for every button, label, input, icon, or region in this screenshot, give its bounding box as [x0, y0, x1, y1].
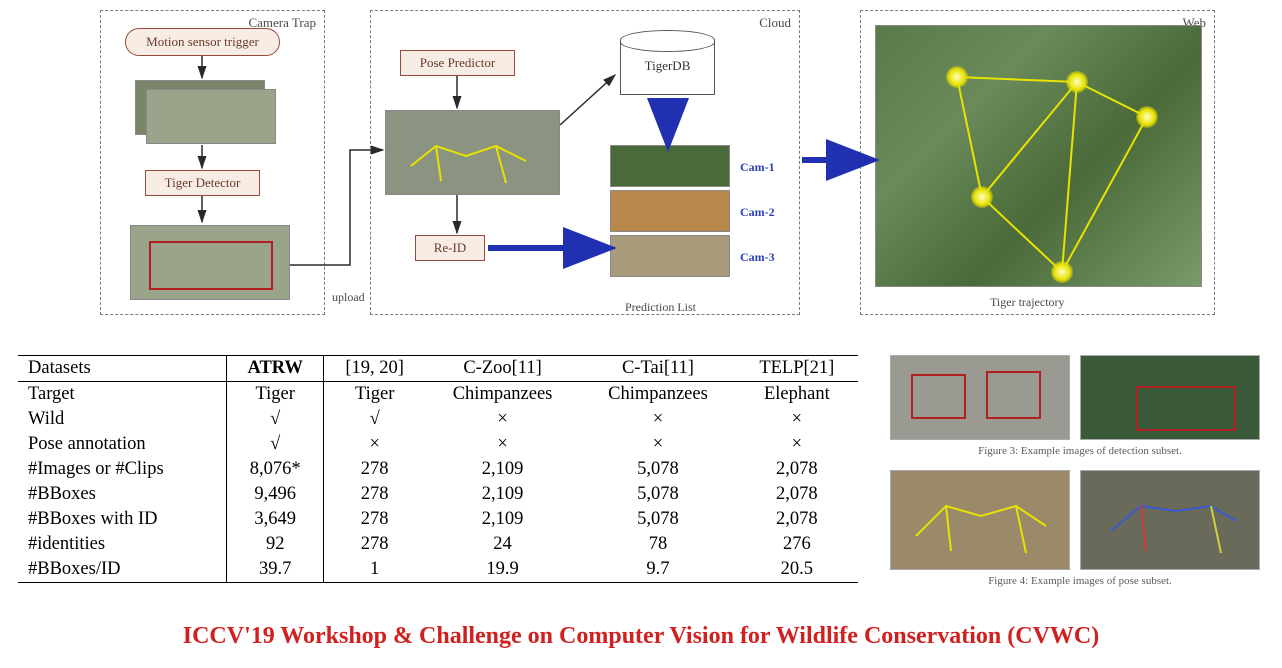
- table-cell: 19.9: [425, 557, 580, 583]
- table-cell: 78: [580, 532, 735, 557]
- table-header: ATRW: [227, 356, 324, 382]
- table-rowheader: #Images or #Clips: [18, 457, 227, 482]
- table-cell: 278: [324, 457, 425, 482]
- table-header: [19, 20]: [324, 356, 425, 382]
- caption-detection: Figure 3: Example images of detection su…: [890, 445, 1270, 457]
- table-cell: 2,109: [425, 507, 580, 532]
- caption-pose: Figure 4: Example images of pose subset.: [890, 575, 1270, 587]
- table-cell: ×: [736, 432, 858, 457]
- table-cell: Elephant: [736, 382, 858, 408]
- detection-thumb-1: [890, 355, 1070, 440]
- comparison-table-wrap: DatasetsATRW[19, 20]C-Zoo[11]C-Tai[11]TE…: [18, 355, 858, 583]
- table-cell: 276: [736, 532, 858, 557]
- table-cell: 5,078: [580, 457, 735, 482]
- table-header: Datasets: [18, 356, 227, 382]
- table-cell: 20.5: [736, 557, 858, 583]
- table-cell: 2,078: [736, 457, 858, 482]
- node-motion-sensor: Motion sensor trigger: [125, 28, 280, 56]
- table-cell: 92: [227, 532, 324, 557]
- table-cell: 3,649: [227, 507, 324, 532]
- table-cell: ×: [736, 407, 858, 432]
- detected-image: [130, 225, 290, 300]
- table-cell: ×: [580, 407, 735, 432]
- trajectory-node: [946, 66, 968, 88]
- table-cell: ×: [425, 407, 580, 432]
- trajectory-node: [971, 186, 993, 208]
- page-root: Camera Trap Motion sensor trigger Tiger …: [0, 0, 1282, 668]
- table-rowheader: #BBoxes/ID: [18, 557, 227, 583]
- table-rowheader: #BBoxes with ID: [18, 507, 227, 532]
- footer-title: ICCV'19 Workshop & Challenge on Computer…: [0, 623, 1282, 650]
- table-cell: Chimpanzees: [425, 382, 580, 408]
- label-cam1: Cam-1: [740, 160, 775, 175]
- node-re-id: Re-ID: [415, 235, 485, 261]
- label-cam2: Cam-2: [740, 205, 775, 220]
- table-cell: 2,109: [425, 482, 580, 507]
- table-cell: 278: [324, 507, 425, 532]
- table-cell: Chimpanzees: [580, 382, 735, 408]
- table-header: C-Zoo[11]: [425, 356, 580, 382]
- table-header: C-Tai[11]: [580, 356, 735, 382]
- table-cell: 9,496: [227, 482, 324, 507]
- detection-thumb-2: [1080, 355, 1260, 440]
- trajectory-node: [1136, 106, 1158, 128]
- label-prediction-list: Prediction List: [625, 300, 696, 315]
- pred-img-3: [610, 235, 730, 277]
- label-upload: upload: [332, 290, 365, 305]
- trajectory-node: [1051, 261, 1073, 283]
- table-cell: 5,078: [580, 482, 735, 507]
- table-cell: 2,078: [736, 482, 858, 507]
- table-cell: 1: [324, 557, 425, 583]
- node-pose-predictor: Pose Predictor: [400, 50, 515, 76]
- comparison-table: DatasetsATRW[19, 20]C-Zoo[11]C-Tai[11]TE…: [18, 355, 858, 583]
- table-cell: 8,076*: [227, 457, 324, 482]
- table-cell: 278: [324, 482, 425, 507]
- table-cell: 24: [425, 532, 580, 557]
- trajectory-edges: [876, 26, 1201, 286]
- label-cam3: Cam-3: [740, 250, 775, 265]
- table-cell: ×: [324, 432, 425, 457]
- pose-image: [385, 110, 560, 195]
- table-cell: ×: [580, 432, 735, 457]
- table-rowheader: #identities: [18, 532, 227, 557]
- pred-img-1: [610, 145, 730, 187]
- table-cell: 2,109: [425, 457, 580, 482]
- table-cell: 278: [324, 532, 425, 557]
- pose-thumb-1: [890, 470, 1070, 570]
- table-rowheader: Target: [18, 382, 227, 408]
- table-cell: 39.7: [227, 557, 324, 583]
- trajectory-map: [875, 25, 1202, 287]
- table-cell: 2,078: [736, 507, 858, 532]
- pipeline-diagram: Camera Trap Motion sensor trigger Tiger …: [90, 10, 1220, 340]
- table-cell: Tiger: [324, 382, 425, 408]
- pred-img-2: [610, 190, 730, 232]
- node-tiger-detector: Tiger Detector: [145, 170, 260, 196]
- trajectory-node: [1066, 71, 1088, 93]
- table-rowheader: #BBoxes: [18, 482, 227, 507]
- table-cell: 5,078: [580, 507, 735, 532]
- table-cell: 9.7: [580, 557, 735, 583]
- table-cell: √: [324, 407, 425, 432]
- pose-thumb-2: [1080, 470, 1260, 570]
- table-cell: √: [227, 432, 324, 457]
- table-cell: √: [227, 407, 324, 432]
- label-tiger-trajectory: Tiger trajectory: [990, 295, 1065, 310]
- table-rowheader: Wild: [18, 407, 227, 432]
- table-header: TELP[21]: [736, 356, 858, 382]
- table-rowheader: Pose annotation: [18, 432, 227, 457]
- panel-label-cloud: Cloud: [759, 15, 791, 31]
- node-tiger-db: TigerDB: [620, 30, 715, 95]
- captured-image-stack: [135, 80, 265, 135]
- table-cell: ×: [425, 432, 580, 457]
- table-cell: Tiger: [227, 382, 324, 408]
